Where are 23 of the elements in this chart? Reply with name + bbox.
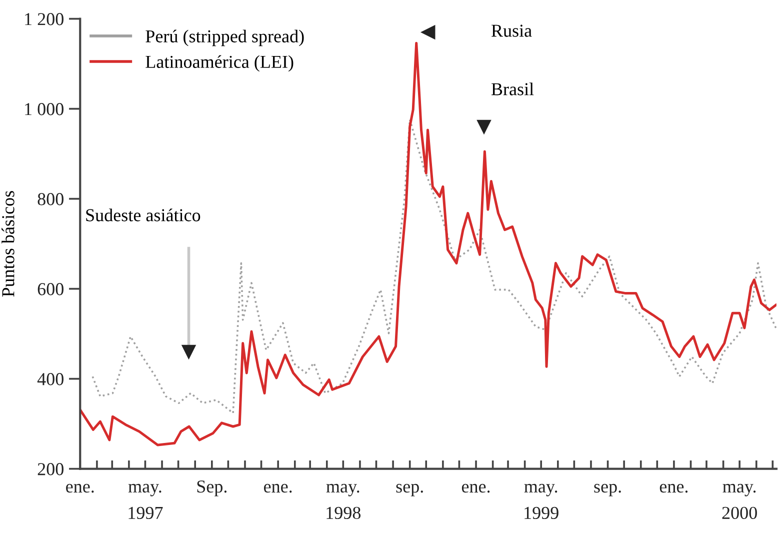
x-tick-label: ene.	[660, 484, 688, 493]
y-tick-label: 1 000	[25, 103, 64, 116]
legend-label: Perú (stripped spread)	[146, 30, 304, 46]
y-tick-label: 800	[38, 193, 64, 206]
y-tick-label: 1 200	[25, 13, 64, 26]
y-tick-label: 600	[38, 283, 64, 296]
y-axis-title: Puntos básicos	[2, 191, 14, 297]
annotation: Sudeste asiático	[86, 208, 200, 222]
y-tick-label: 200	[38, 463, 64, 476]
x-tick-label: sep.	[396, 484, 423, 496]
x-tick-label: ene.	[462, 484, 490, 493]
x-tick-label: may. 1998	[326, 484, 361, 520]
x-tick-label: sep.	[594, 484, 621, 496]
legend-label: Latinoamérica (LEI)	[146, 55, 294, 72]
x-tick-label: Sep.	[197, 480, 227, 496]
annotation: Rusia	[491, 24, 532, 37]
x-tick-label: may. 1997	[128, 484, 163, 520]
x-tick-label: may. 1999	[524, 484, 558, 520]
x-tick-label: ene.	[264, 484, 292, 493]
y-tick-label: 400	[37, 373, 64, 386]
annotation: Brasil	[491, 82, 534, 96]
x-tick-label: may. 2000	[722, 484, 757, 520]
x-tick-label: ene.	[66, 484, 94, 493]
